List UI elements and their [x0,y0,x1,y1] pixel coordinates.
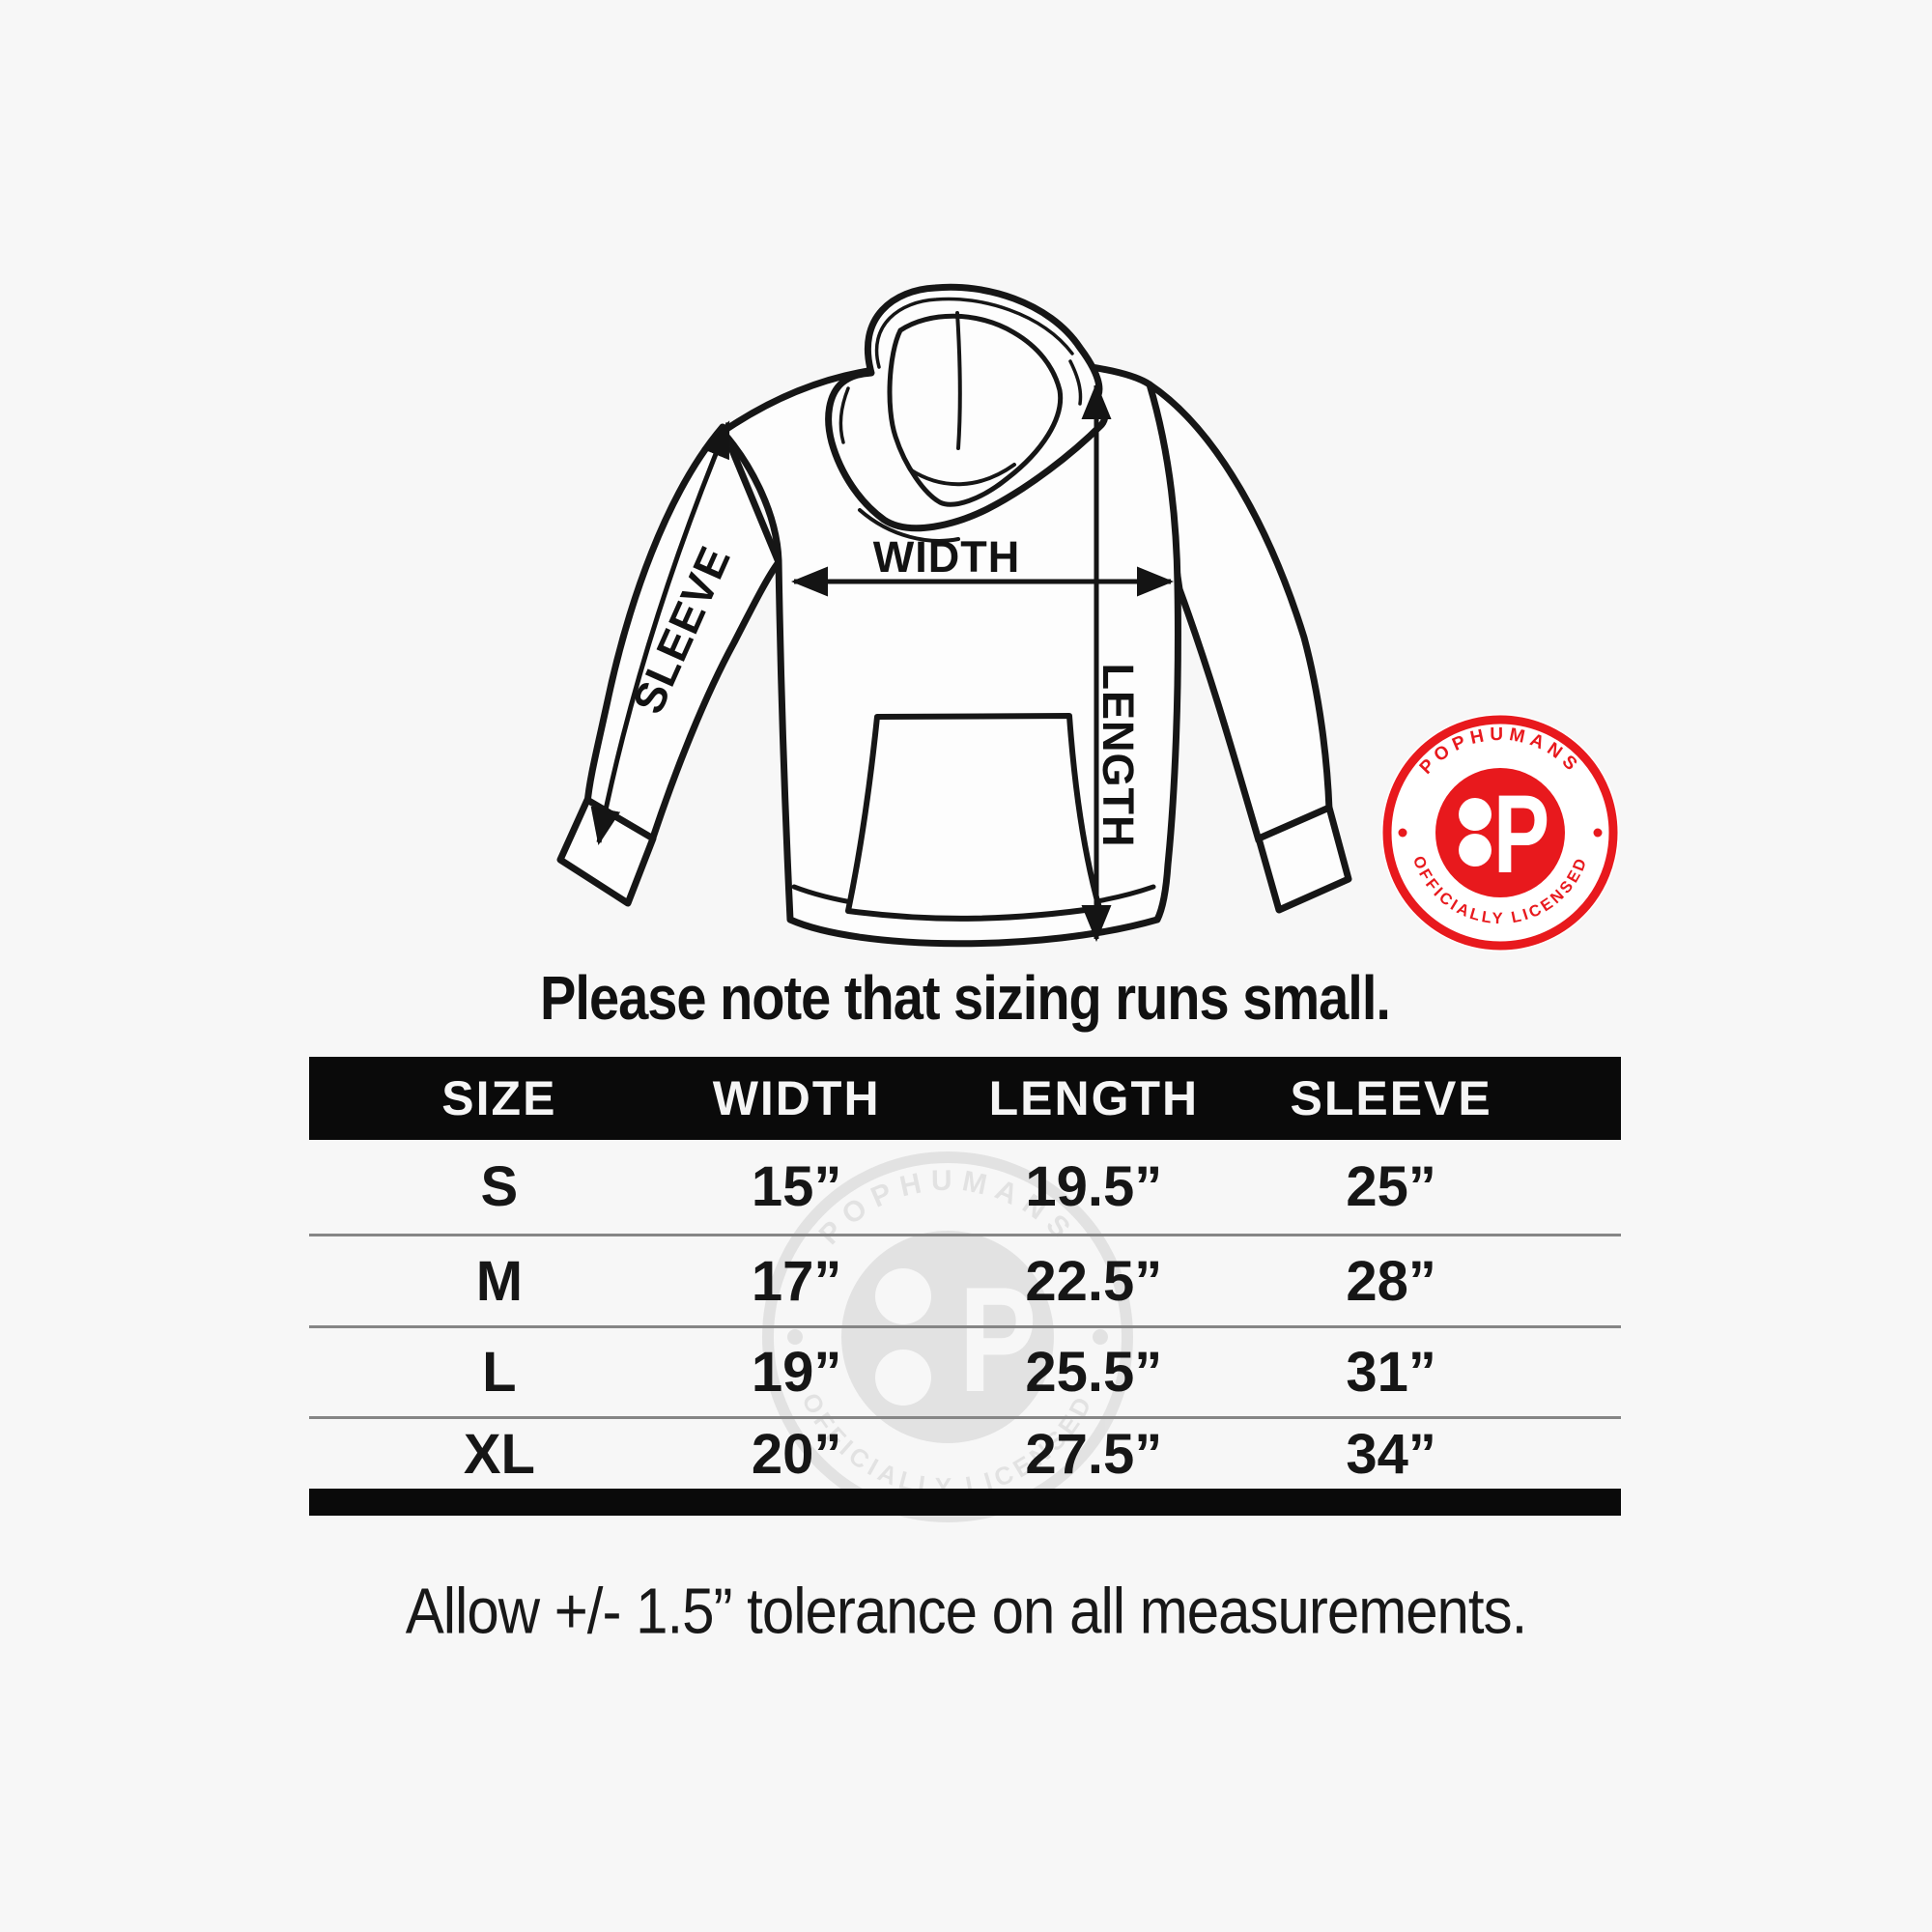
watermark-left-dot [787,1329,803,1345]
cell-length: 22.5” [1025,1249,1163,1313]
header-width: WIDTH [712,1071,881,1125]
table-bottom-bar [309,1489,1621,1516]
table-row-l: L 19” 25.5” 31” [309,1325,1621,1416]
cell-sleeve: 28” [1346,1249,1436,1313]
watermark-ring [762,1151,1133,1522]
sizing-note-title: Please note that sizing runs small. [540,962,1391,1033]
badge-ring [1382,715,1618,951]
tolerance-note: Allow +/- 1.5” tolerance on all measurem… [405,1574,1528,1647]
pophumans-licensed-badge: POPHUMANS OFFICIALLY LICENSED P [1381,714,1619,952]
watermark-colon-dot-bottom [875,1350,931,1406]
watermark-colon-dot-top [875,1268,931,1324]
watermark-right-dot [1093,1329,1108,1345]
size-table-header: SIZE WIDTH LENGTH SLEEVE [309,1057,1621,1140]
cell-width: 19” [751,1341,842,1404]
hoodie-diagram [556,283,1352,948]
cell-sleeve: 31” [1346,1341,1436,1404]
hoodie-right-sleeve [1146,381,1333,844]
cell-size: XL [463,1422,535,1486]
badge-colon-dot-bottom [1459,834,1492,867]
cell-sleeve: 25” [1346,1155,1436,1218]
cell-length: 25.5” [1025,1341,1163,1404]
cell-sleeve: 34” [1346,1422,1436,1486]
cell-size: M [475,1249,524,1313]
hood-rim-line [874,297,1074,369]
hood-neckline [908,463,1016,487]
cell-length: 19.5” [1025,1155,1163,1218]
table-row-xl: XL 20” 27.5” 34” [309,1416,1621,1489]
pophumans-watermark: POPHUMANS OFFICIALLY LICENSED P [762,1151,1133,1522]
table-row-s: S 15” 19.5” 25” [309,1140,1621,1234]
cell-size: L [482,1341,517,1404]
header-length: LENGTH [988,1071,1200,1125]
cell-width: 17” [751,1249,842,1313]
cell-width: 20” [751,1422,842,1486]
hood-opening [887,313,1064,507]
length-measure-label: LENGTH [1094,663,1143,848]
badge-monogram: P [1493,772,1549,895]
hoodie-right-cuff [1255,804,1352,914]
badge-right-dot [1593,828,1603,838]
size-table: POPHUMANS OFFICIALLY LICENSED P SIZE WID… [309,1057,1621,1522]
sleeve-arrow [590,420,731,845]
hood-v-fold [858,508,960,543]
width-measure-label: WIDTH [872,532,1021,582]
cell-length: 27.5” [1025,1422,1163,1486]
hood-fold-right [1068,359,1083,406]
cell-width: 15” [751,1155,842,1218]
header-size: SIZE [441,1071,557,1125]
header-sleeve: SLEEVE [1290,1071,1492,1125]
badge-colon-dot-top [1459,798,1492,831]
hood-center-seam [955,311,962,450]
cell-size: S [480,1155,519,1218]
hood-fold-left [838,386,850,444]
watermark-monogram: P [959,1257,1037,1424]
hoodie-pocket [845,713,1102,922]
table-row-m: M 17” 22.5” 28” [309,1234,1621,1325]
badge-left-dot [1398,828,1407,838]
